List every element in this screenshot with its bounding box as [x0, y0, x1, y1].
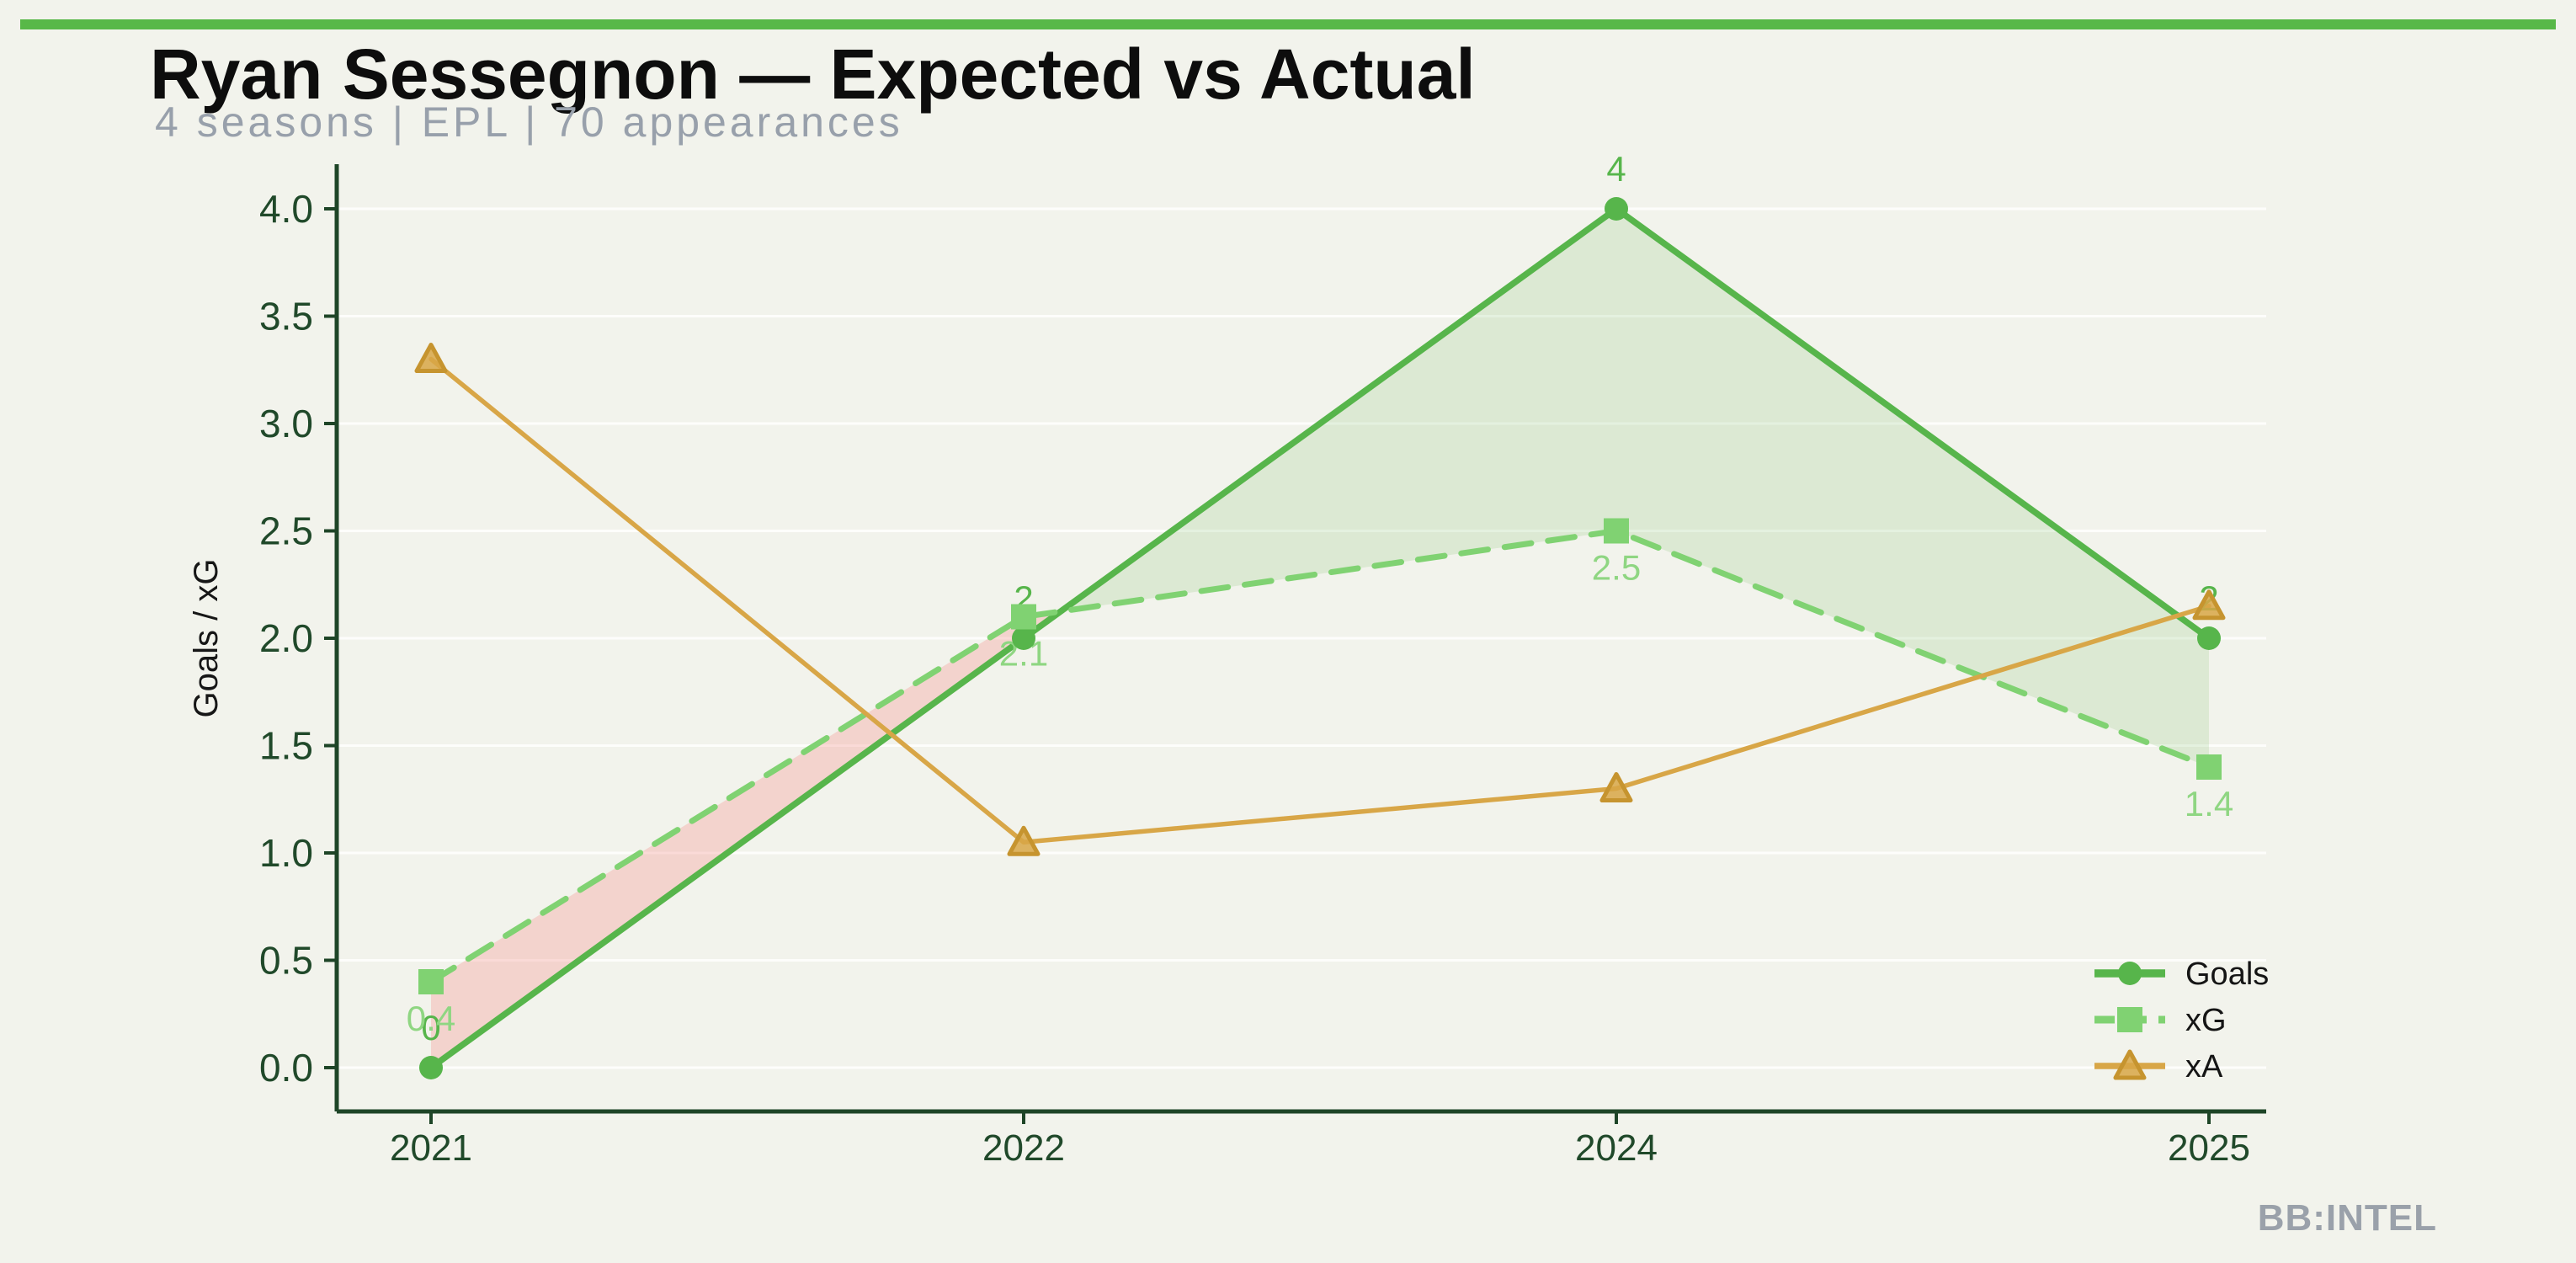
page-title: Ryan Sessegnon — Expected vs Actual: [150, 35, 1476, 114]
legend-item: xG: [2094, 1003, 2227, 1038]
legend-item: Goals: [2094, 957, 2269, 992]
legend-label: xA: [2185, 1049, 2223, 1084]
xg-marker: [1011, 604, 1036, 630]
y-tick-label: 3.0: [259, 402, 313, 445]
watermark: BB:INTEL: [2257, 1197, 2437, 1239]
xa-marker: [1599, 772, 1633, 802]
xg-data-label: 2.5: [1592, 548, 1641, 588]
y-tick-label: 4.0: [259, 187, 313, 231]
y-tick-label: 1.5: [259, 724, 313, 768]
top-accent-bar: [20, 19, 2556, 29]
x-tick-label: 2024: [1575, 1127, 1658, 1169]
x-tick-label: 2022: [982, 1127, 1065, 1169]
legend-label: Goals: [2185, 957, 2269, 992]
fill-between-region: [1616, 209, 2209, 767]
goals-marker: [1012, 626, 1035, 650]
y-tick-label: 3.5: [259, 295, 313, 338]
xg-data-label: 1.4: [2185, 784, 2233, 823]
xa-marker: [2113, 1049, 2147, 1080]
goals-marker: [2197, 626, 2221, 650]
y-tick-label: 1.0: [259, 831, 313, 875]
xg-marker: [1604, 518, 1629, 544]
legend-item: xA: [2094, 1049, 2223, 1084]
x-tick-label: 2021: [390, 1127, 472, 1169]
goals-marker: [2118, 962, 2142, 985]
xa-line: [428, 356, 2211, 845]
goals-line: [428, 205, 2212, 1071]
xg-line: [428, 528, 2212, 985]
fill-between-region: [431, 616, 1024, 1068]
y-axis-title: Goals / xG: [188, 559, 225, 718]
xg-data-label: 0.4: [407, 999, 455, 1038]
page-subtitle: 4 seasons | EPL | 70 appearances: [155, 99, 903, 146]
goals-marker: [1605, 197, 1628, 221]
goals-data-label: 0: [421, 1008, 440, 1047]
x-tick-label: 2025: [2168, 1127, 2250, 1169]
y-tick-label: 0.5: [259, 939, 313, 983]
xa-marker: [1007, 825, 1041, 856]
goals-marker: [419, 1056, 443, 1079]
xg-marker: [2196, 754, 2222, 780]
xa-marker: [414, 343, 448, 373]
legend-label: xG: [2185, 1003, 2227, 1038]
xa-marker: [2192, 589, 2226, 621]
xg-marker: [418, 969, 444, 994]
goals-data-label: 4: [1606, 149, 1626, 189]
y-tick-label: 2.5: [259, 509, 313, 553]
y-tick-label: 0.0: [259, 1046, 313, 1090]
y-tick-label: 2.0: [259, 616, 313, 660]
xg-marker: [2117, 1007, 2142, 1032]
